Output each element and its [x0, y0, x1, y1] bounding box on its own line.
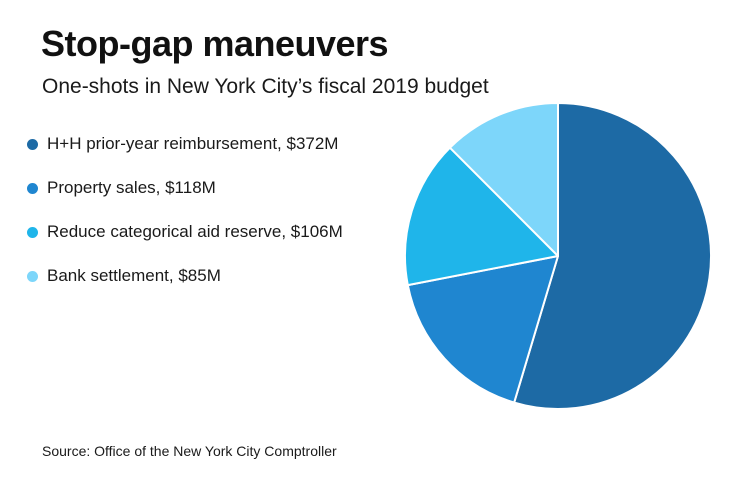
- legend-label: Property sales, $118M: [47, 178, 216, 197]
- legend-swatch-categorical-aid: [27, 226, 38, 238]
- legend-item-bank-settlement: Bank settlement, $85M: [23, 254, 343, 298]
- pie-slice-hh-reimbursement: [513, 102, 712, 410]
- source-note: Source: Office of the New York City Comp…: [42, 443, 337, 459]
- pie-slice-bank-settlement: [448, 102, 559, 257]
- legend-swatch-bank-settlement: [27, 270, 38, 282]
- pie-slice-property-sales: [406, 255, 559, 404]
- legend-swatch-property-sales: [27, 182, 38, 194]
- chart-title: Stop-gap maneuvers: [41, 23, 389, 64]
- legend-label: Reduce categorical aid reserve, $106M: [47, 222, 343, 241]
- legend-label: H+H prior-year reimbursement, $372M: [47, 134, 339, 153]
- pie-slice-categorical-aid: [404, 146, 559, 287]
- legend-item-property-sales: Property sales, $118M: [23, 166, 343, 210]
- legend-item-hh-reimbursement: H+H prior-year reimbursement, $372M: [23, 122, 343, 166]
- legend-item-categorical-aid: Reduce categorical aid reserve, $106M: [23, 210, 343, 254]
- legend: H+H prior-year reimbursement, $372M Prop…: [23, 122, 343, 298]
- legend-label: Bank settlement, $85M: [47, 266, 221, 285]
- chart-subtitle: One-shots in New York City’s fiscal 2019…: [42, 75, 489, 98]
- legend-swatch-hh-reimbursement: [27, 138, 38, 150]
- pie-slices: [404, 102, 712, 410]
